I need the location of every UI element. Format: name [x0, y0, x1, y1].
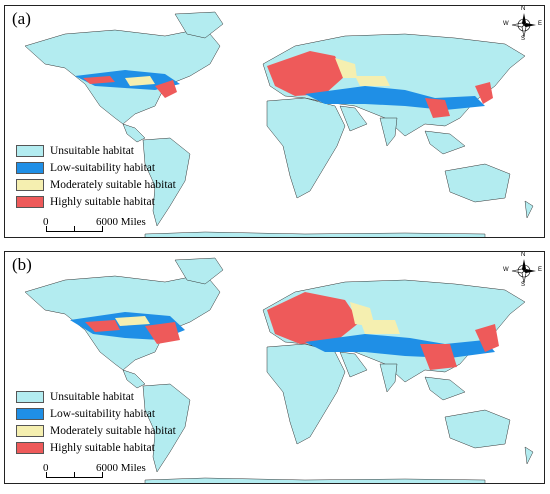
- landmass-new-zealand: [524, 446, 534, 465]
- legend-swatch: [16, 424, 44, 437]
- suitability-overlay: [75, 51, 493, 118]
- landmass-africa: [266, 97, 346, 199]
- landmass-central-america: [122, 123, 146, 143]
- scale-zero-label: 0: [43, 462, 49, 474]
- legend: Unsuitable habitat Low-suitability habit…: [16, 143, 216, 211]
- habitat-patch-moderate: [125, 76, 155, 86]
- continents: [24, 11, 534, 237]
- landmass-central-america: [122, 369, 146, 389]
- scale-tick: [102, 226, 103, 232]
- habitat-patch-high: [267, 51, 345, 96]
- landmass-africa: [266, 343, 346, 445]
- scale-value-label: 6000 Miles: [96, 216, 146, 228]
- panel-label: (a): [12, 9, 31, 28]
- world-map: [24, 11, 534, 237]
- legend-item-low: Low-suitability habitat: [16, 406, 216, 421]
- scale-zero-label: 0: [43, 216, 49, 228]
- legend-item-high: Highly suitable habitat: [16, 440, 216, 455]
- legend-item-unsuitable: Unsuitable habitat: [16, 143, 216, 158]
- compass-w: W: [503, 267, 509, 273]
- landmass-southeast-asia: [424, 130, 466, 155]
- compass-e: E: [538, 21, 543, 27]
- scale-bar: 0 6000 Miles: [33, 462, 153, 483]
- legend-label: Unsuitable habitat: [50, 390, 134, 403]
- legend-swatch: [16, 161, 44, 174]
- legend-label: Unsuitable habitat: [50, 144, 134, 157]
- compass-s: S: [521, 36, 526, 42]
- landmass-greenland: [174, 11, 224, 39]
- landmass-arabia: [339, 105, 368, 132]
- landmass-india: [379, 117, 398, 147]
- legend-item-moderate: Moderately suitable habitat: [16, 423, 216, 438]
- legend-label: Highly suitable habitat: [50, 195, 155, 208]
- legend-swatch: [16, 441, 44, 454]
- habitat-patch-moderate: [115, 316, 150, 326]
- scale-tick: [74, 226, 75, 232]
- landmass-australia: [444, 163, 511, 203]
- north-arrow-icon: N S W E: [503, 6, 542, 42]
- suitability-overlay: [70, 292, 499, 370]
- panel-label: (b): [12, 255, 32, 274]
- legend-item-low: Low-suitability habitat: [16, 160, 216, 175]
- habitat-patch-moderate: [335, 58, 357, 78]
- habitat-patch-high: [267, 292, 360, 344]
- legend-swatch: [16, 390, 44, 403]
- scale-tick: [74, 472, 75, 478]
- habitat-patch-high: [475, 324, 499, 352]
- scale-value-label: 6000 Miles: [96, 462, 146, 474]
- habitat-patch-high: [85, 320, 120, 332]
- landmass-australia: [444, 409, 511, 449]
- landmass-arabia: [339, 351, 368, 378]
- landmass-new-zealand: [524, 200, 534, 219]
- legend-label: Moderately suitable habitat: [50, 424, 176, 437]
- compass-s: S: [521, 282, 526, 288]
- map-panel-b: (b) N S W E Unsuitable habitat Low-suita…: [4, 251, 545, 484]
- landmass-india: [379, 363, 398, 393]
- habitat-patch-moderate: [355, 76, 390, 86]
- map-panel-a: (a) N S W E Unsuitable habitat Low-suita…: [4, 5, 545, 238]
- legend-item-unsuitable: Unsuitable habitat: [16, 389, 216, 404]
- scale-tick: [102, 472, 103, 478]
- compass-n: N: [521, 252, 526, 258]
- landmass-antarctica-fragment: [144, 231, 486, 237]
- scale-tick: [46, 226, 47, 232]
- legend-swatch: [16, 195, 44, 208]
- landmass-antarctica-fragment: [144, 477, 486, 483]
- habitat-patch-high: [83, 76, 115, 84]
- habitat-patch-high: [145, 322, 180, 344]
- scale-tick: [46, 472, 47, 478]
- compass-w: W: [503, 21, 509, 27]
- legend-label: Moderately suitable habitat: [50, 178, 176, 191]
- habitat-patch-high: [475, 82, 493, 104]
- landmass-southeast-asia: [424, 376, 466, 401]
- legend-item-high: Highly suitable habitat: [16, 194, 216, 209]
- landmass-south-america: [142, 383, 191, 473]
- legend-swatch: [16, 407, 44, 420]
- landmass-greenland: [174, 257, 224, 285]
- scale-bar: 0 6000 Miles: [33, 216, 153, 237]
- legend-swatch: [16, 178, 44, 191]
- legend-swatch: [16, 144, 44, 157]
- habitat-patch-high: [155, 80, 177, 98]
- landmass-south-america: [142, 137, 191, 227]
- legend-label: Low-suitability habitat: [50, 161, 156, 174]
- legend-item-moderate: Moderately suitable habitat: [16, 177, 216, 192]
- habitat-patch-moderate: [360, 320, 400, 334]
- legend-label: Highly suitable habitat: [50, 441, 155, 454]
- compass-n: N: [521, 6, 526, 12]
- north-arrow-icon: N S W E: [503, 252, 542, 288]
- legend: Unsuitable habitat Low-suitability habit…: [16, 389, 216, 457]
- compass-e: E: [538, 267, 543, 273]
- habitat-patch-high: [425, 98, 450, 118]
- habitat-patch-high: [420, 344, 457, 370]
- legend-label: Low-suitability habitat: [50, 407, 156, 420]
- world-map: [24, 257, 534, 483]
